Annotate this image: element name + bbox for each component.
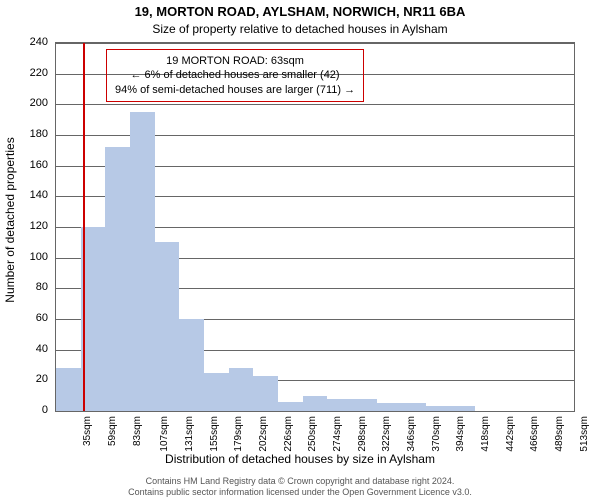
x-tick-label: 107sqm: [159, 416, 170, 452]
y-tick-label: 120: [30, 220, 48, 232]
histogram-bar: [105, 147, 130, 411]
histogram-bar: [130, 112, 155, 411]
histogram-bar: [401, 403, 426, 411]
histogram-bar: [426, 406, 451, 411]
y-tick-label: 40: [36, 343, 48, 355]
x-tick-label: 513sqm: [578, 416, 589, 452]
x-tick-label: 298sqm: [356, 416, 367, 452]
callout-box: 19 MORTON ROAD: 63sqm← 6% of detached ho…: [106, 49, 364, 102]
x-tick-label: 370sqm: [430, 416, 441, 452]
chart-container: 19, MORTON ROAD, AYLSHAM, NORWICH, NR11 …: [0, 0, 600, 500]
y-tick-label: 60: [36, 312, 48, 324]
footnote: Contains HM Land Registry data © Crown c…: [0, 476, 600, 498]
histogram-bar: [204, 373, 229, 411]
histogram-bar: [155, 242, 180, 411]
histogram-bar: [352, 399, 377, 411]
x-tick-label: 418sqm: [480, 416, 491, 452]
x-tick-label: 322sqm: [381, 416, 392, 452]
histogram-bar: [56, 368, 81, 411]
histogram-bar: [451, 406, 476, 411]
x-tick-label: 59sqm: [107, 416, 118, 446]
x-tick-label: 202sqm: [258, 416, 269, 452]
y-tick-label: 200: [30, 97, 48, 109]
x-tick-label: 346sqm: [406, 416, 417, 452]
callout-line: 94% of semi-detached houses are larger (…: [115, 83, 355, 97]
y-tick-label: 180: [30, 128, 48, 140]
footnote-line2: Contains public sector information licen…: [128, 487, 472, 497]
y-tick-label: 220: [30, 67, 48, 79]
y-tick-label: 160: [30, 159, 48, 171]
plot-area: 19 MORTON ROAD: 63sqm← 6% of detached ho…: [55, 42, 575, 412]
x-tick-label: 274sqm: [332, 416, 343, 452]
x-axis-ticks: 35sqm 59sqm 83sqm 107sqm 131sqm 155sqm 179sqm 2…: [55, 414, 575, 454]
y-tick-label: 100: [30, 251, 48, 263]
marker-line: [83, 43, 85, 411]
y-tick-label: 240: [30, 36, 48, 48]
histogram-bar: [377, 403, 402, 411]
footnote-line1: Contains HM Land Registry data © Crown c…: [146, 476, 455, 486]
x-tick-label: 250sqm: [307, 416, 318, 452]
x-tick-label: 466sqm: [529, 416, 540, 452]
histogram-bar: [278, 402, 303, 411]
histogram-bar: [229, 368, 254, 411]
x-tick-label: 489sqm: [554, 416, 565, 452]
y-tick-label: 80: [36, 281, 48, 293]
y-axis-ticks: 020406080100120140160180200220240: [0, 42, 52, 412]
x-tick-label: 131sqm: [184, 416, 195, 452]
y-tick-label: 0: [42, 404, 48, 416]
chart-subtitle: Size of property relative to detached ho…: [0, 22, 600, 36]
y-tick-label: 20: [36, 373, 48, 385]
x-tick-label: 35sqm: [82, 416, 93, 446]
y-tick-label: 140: [30, 189, 48, 201]
x-tick-label: 442sqm: [504, 416, 515, 452]
x-tick-label: 226sqm: [282, 416, 293, 452]
x-axis-label: Distribution of detached houses by size …: [0, 452, 600, 466]
chart-title: 19, MORTON ROAD, AYLSHAM, NORWICH, NR11 …: [0, 4, 600, 19]
gridline: [56, 411, 574, 412]
x-tick-label: 179sqm: [233, 416, 244, 452]
x-tick-label: 155sqm: [208, 416, 219, 452]
x-tick-label: 394sqm: [455, 416, 466, 452]
histogram-bar: [303, 396, 328, 411]
histogram-bar: [253, 376, 278, 411]
callout-line: ← 6% of detached houses are smaller (42): [115, 68, 355, 82]
histogram-bar: [327, 399, 352, 411]
callout-line: 19 MORTON ROAD: 63sqm: [115, 54, 355, 68]
histogram-bar: [179, 319, 204, 411]
x-tick-label: 83sqm: [132, 416, 143, 446]
